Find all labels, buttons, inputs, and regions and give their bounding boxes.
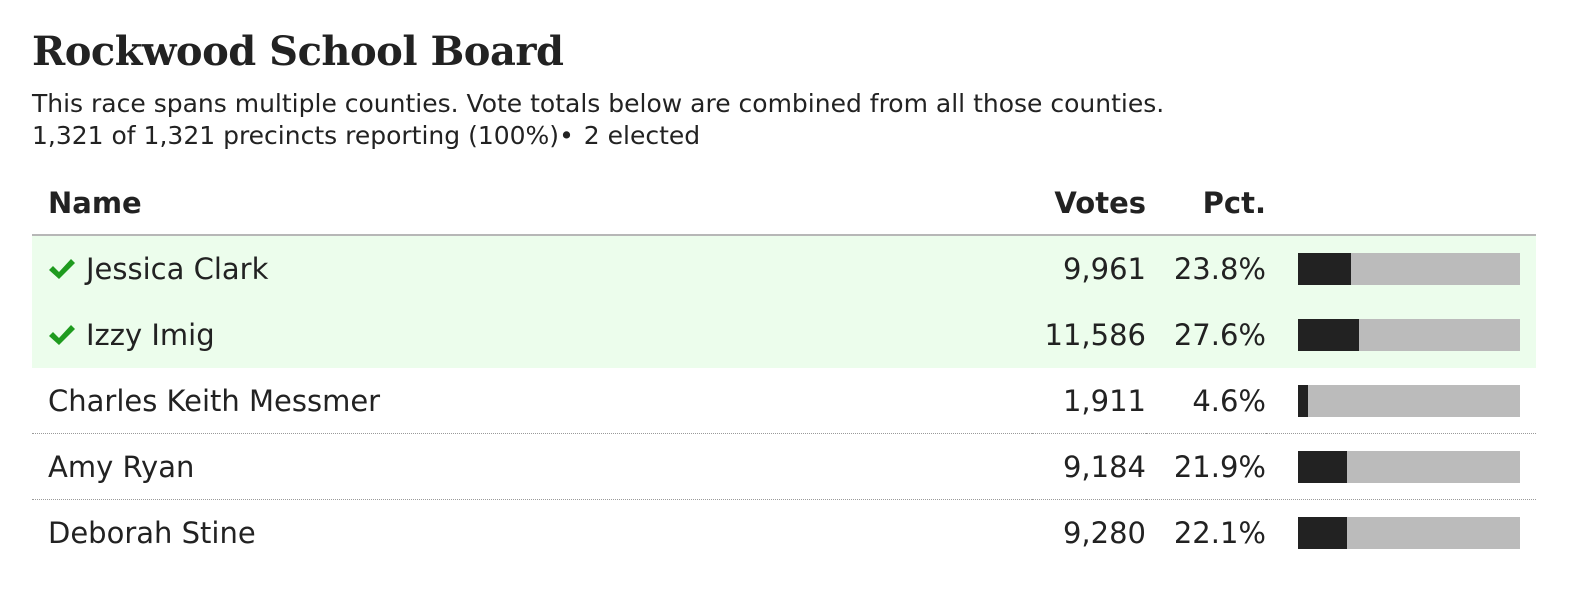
candidate-votes: 11,586 (1032, 301, 1146, 368)
vote-share-bar (1298, 318, 1520, 351)
results-table: Name Votes Pct. Jessica Clark 9,961 23.8% I… (32, 172, 1536, 565)
candidate-name: Izzy Imig (86, 317, 215, 352)
header-votes: Votes (1032, 172, 1146, 236)
candidate-votes: 9,280 (1062, 515, 1146, 550)
multi-county-note: This race spans multiple counties. Vote … (32, 89, 1165, 118)
candidate-row: Izzy Imig 11,586 27.6% (32, 301, 1536, 368)
vote-share-fill (1298, 252, 1351, 285)
header-name: Name (32, 172, 1032, 236)
vote-share-fill (1298, 384, 1309, 417)
candidate-row: Charles Keith Messmer 1,911 4.6% (32, 367, 1536, 434)
candidate-name-cell: Charles Keith Messmer (32, 367, 1032, 434)
race-results: Rockwood School Board This race spans mu… (32, 26, 1536, 565)
vote-share-bar (1298, 384, 1520, 417)
reporting-line: 1,321 of 1,321 precincts reporting (100%… (32, 120, 1536, 152)
candidate-name: Amy Ryan (48, 449, 195, 484)
results-body: Jessica Clark 9,961 23.8% Izzy Imig 11,586 27… (32, 235, 1536, 565)
vote-share-bar (1298, 516, 1520, 549)
header-row: Name Votes Pct. (32, 172, 1536, 236)
candidate-votes: 1,911 (1032, 367, 1146, 434)
check-icon (49, 324, 75, 345)
candidate-name: Deborah Stine (48, 515, 256, 550)
vote-share-bar (1298, 450, 1520, 483)
candidate-votes: 9,961 (1032, 235, 1146, 302)
race-note: This race spans multiple counties. Vote … (32, 88, 1536, 152)
candidate-name-cell: Izzy Imig (32, 301, 1032, 368)
candidate-pct: 4.6% (1146, 367, 1266, 434)
candidate-pct: 27.6% (1146, 301, 1266, 368)
vote-share-fill (1298, 450, 1347, 483)
candidate-pct: 22.1% (1173, 515, 1266, 550)
candidate-name-cell: Jessica Clark (32, 235, 1032, 302)
candidate-name: Jessica Clark (86, 251, 269, 286)
race-title: Rockwood School Board (32, 28, 564, 75)
precincts-reporting: 1,321 of 1,321 precincts reporting (100%… (32, 121, 560, 150)
vote-share-bar-cell (1266, 301, 1536, 368)
elected-count: 2 elected (583, 121, 701, 150)
vote-share-fill (1298, 318, 1360, 351)
vote-share-bar-cell (1266, 367, 1536, 434)
candidate-pct: 21.9% (1146, 433, 1266, 500)
vote-share-bar (1298, 252, 1520, 285)
candidate-row: Jessica Clark 9,961 23.8% (32, 235, 1536, 302)
candidate-name: Charles Keith Messmer (48, 383, 381, 418)
vote-share-fill (1298, 516, 1348, 549)
candidate-row: Amy Ryan 9,184 21.9% (32, 433, 1536, 500)
candidate-votes: 9,184 (1032, 433, 1146, 500)
check-icon (49, 258, 75, 279)
candidate-name-cell: Deborah Stine (32, 500, 1032, 566)
vote-share-bar-cell (1266, 500, 1536, 566)
header-bar (1266, 172, 1536, 236)
vote-share-bar-cell (1266, 235, 1536, 302)
candidate-row: Deborah Stine 9,280 22.1% (32, 500, 1536, 566)
vote-share-bar-cell (1266, 433, 1536, 500)
separator: • (559, 121, 574, 150)
header-pct: Pct. (1146, 172, 1266, 236)
candidate-pct: 23.8% (1146, 235, 1266, 302)
candidate-name-cell: Amy Ryan (32, 433, 1032, 500)
